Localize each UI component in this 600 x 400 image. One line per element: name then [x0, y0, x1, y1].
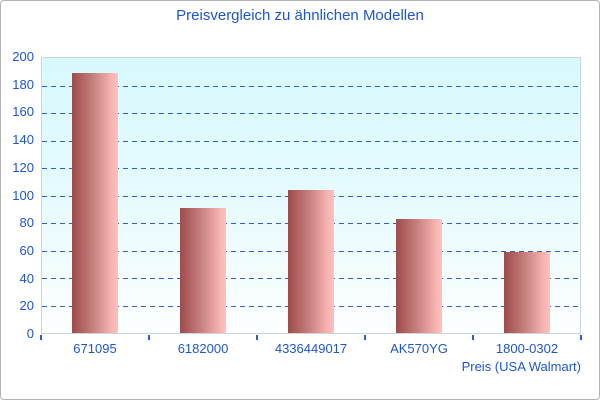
x-axis-tick — [40, 335, 42, 340]
x-tick-label: 4336449017 — [274, 341, 348, 356]
bar — [396, 218, 442, 333]
y-tick-label: 120 — [12, 159, 34, 175]
y-tick-label: 0 — [26, 326, 34, 341]
bar — [504, 251, 550, 333]
x-axis-tick — [364, 335, 366, 340]
gridline — [42, 113, 580, 114]
x-axis-tick — [148, 335, 150, 340]
y-tick-label: 60 — [19, 242, 34, 258]
y-tick-label: 80 — [19, 215, 34, 231]
x-tick-label: 671095 — [73, 341, 117, 356]
y-tick-label: 140 — [12, 132, 34, 148]
bar — [288, 190, 334, 333]
x-axis-tick — [472, 335, 474, 340]
gridline — [42, 140, 580, 142]
chart-title: Preisvergleich zu ähnlichen Modellen — [176, 7, 424, 24]
gridline — [42, 85, 580, 87]
x-axis-tick — [580, 335, 582, 340]
x-tick-label: AK570YG — [390, 341, 448, 356]
y-tick-label: 20 — [19, 298, 34, 314]
bar — [180, 207, 226, 333]
y-tick-label: 180 — [12, 76, 34, 92]
gridline — [42, 168, 580, 169]
x-axis-tick — [256, 335, 258, 340]
x-axis-title: Preis (USA Walmart) — [461, 359, 581, 374]
x-tick-label: 6182000 — [177, 341, 229, 356]
bar — [72, 73, 118, 333]
y-tick-label: 40 — [19, 270, 34, 286]
x-tick-label: 1800-0302 — [495, 341, 559, 356]
plot-area — [41, 57, 581, 334]
y-tick-label: 200 — [12, 49, 34, 64]
y-tick-label: 160 — [12, 104, 34, 120]
y-tick-label: 100 — [12, 187, 34, 203]
